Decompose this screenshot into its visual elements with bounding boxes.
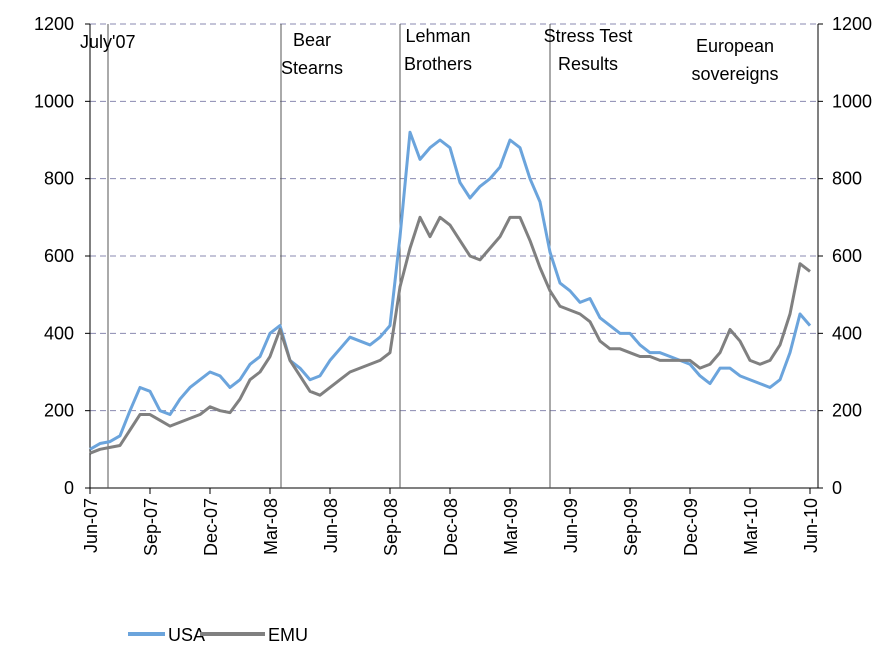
x-tick-label: Dec-08 (441, 498, 461, 556)
y-tick-label: 800 (44, 169, 74, 189)
x-tick-label: Mar-08 (261, 498, 281, 555)
y-tick-label: 0 (64, 478, 74, 498)
x-tick-label: Mar-10 (741, 498, 761, 555)
annotation: July'07 (80, 32, 135, 52)
x-tick-label: Jun-08 (321, 498, 341, 553)
y-tick-label: 600 (44, 246, 74, 266)
annotation: European (696, 36, 774, 56)
series-line (89, 215, 811, 455)
y2-tick-label: 0 (832, 478, 842, 498)
x-tick-label: Sep-08 (381, 498, 401, 556)
y-tick-label: 400 (44, 323, 74, 343)
annotation: sovereigns (691, 64, 778, 84)
x-tick-label: Jun-07 (81, 498, 101, 553)
y2-tick-label: 1200 (832, 14, 872, 34)
y-tick-label: 1000 (34, 91, 74, 111)
y-tick-label: 200 (44, 401, 74, 421)
x-tick-label: Sep-07 (141, 498, 161, 556)
legend-label: USA (168, 625, 205, 645)
annotation: Results (558, 54, 618, 74)
series-line (89, 130, 812, 451)
annotation: Stress Test (544, 26, 633, 46)
x-tick-label: Jun-10 (801, 498, 821, 553)
annotation: Stearns (281, 58, 343, 78)
y2-tick-label: 1000 (832, 91, 872, 111)
y2-tick-label: 600 (832, 246, 862, 266)
annotation: Lehman (405, 26, 470, 46)
annotation: Bear (293, 30, 331, 50)
y2-tick-label: 400 (832, 323, 862, 343)
y2-tick-label: 800 (832, 169, 862, 189)
x-tick-label: Dec-09 (681, 498, 701, 556)
y-tick-label: 1200 (34, 14, 74, 34)
x-tick-label: Jun-09 (561, 498, 581, 553)
x-tick-label: Dec-07 (201, 498, 221, 556)
annotation: Brothers (404, 54, 472, 74)
x-tick-label: Mar-09 (501, 498, 521, 555)
legend-label: EMU (268, 625, 308, 645)
x-tick-label: Sep-09 (621, 498, 641, 556)
y2-tick-label: 200 (832, 401, 862, 421)
